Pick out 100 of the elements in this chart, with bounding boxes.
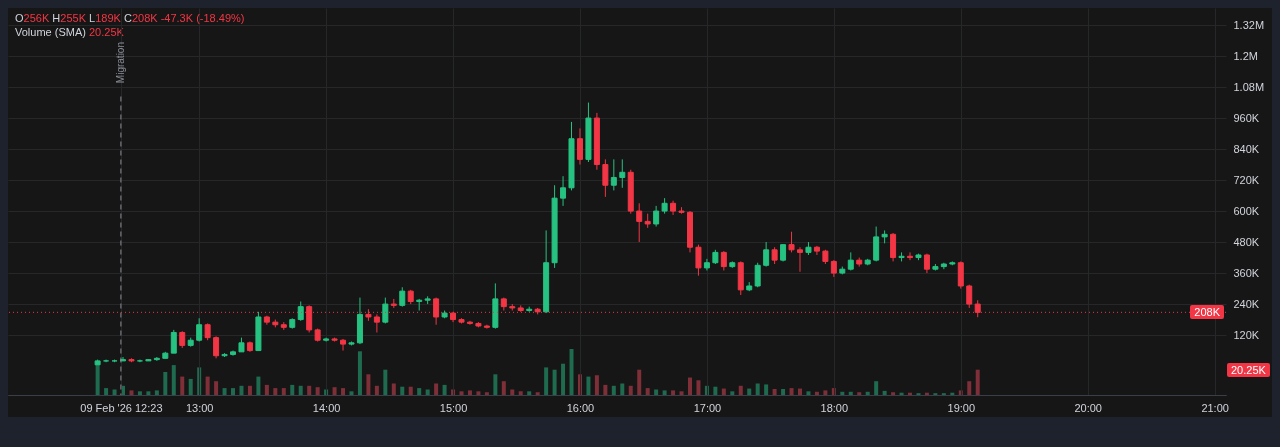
text: O256K H255K L189K C208K -47.3K (-18.49%) [15, 12, 245, 24]
x-tick-label: 15:00 [439, 401, 468, 414]
bar [434, 383, 439, 395]
bar [408, 386, 413, 395]
bar [620, 383, 625, 395]
bar [662, 390, 667, 395]
bar [781, 389, 786, 395]
bar [256, 376, 261, 395]
candlestick [890, 232, 897, 262]
bar [112, 389, 117, 395]
y-tick-label: 1.32M [1233, 18, 1265, 31]
bar [341, 388, 346, 395]
x-tick-label: 14:00 [312, 401, 341, 414]
bar [374, 385, 379, 395]
bar [442, 384, 447, 395]
candlestick [576, 127, 583, 166]
x-tick-label: 21:00 [1201, 401, 1229, 414]
bar [239, 385, 244, 395]
bar [467, 390, 472, 395]
candlestick [297, 300, 304, 322]
candlestick [653, 205, 660, 228]
bar [679, 391, 684, 395]
bar [527, 391, 532, 395]
bar [222, 388, 227, 395]
candlestick [399, 286, 406, 308]
candlestick [213, 335, 220, 359]
bar [163, 372, 168, 395]
x-tick-label: 16:00 [566, 401, 595, 414]
y-tick-label: 1.08M [1233, 80, 1265, 93]
candlestick [619, 158, 626, 189]
bar [967, 381, 972, 395]
bar [654, 389, 659, 395]
bar [349, 391, 354, 395]
bar [332, 387, 337, 395]
bar [171, 365, 176, 395]
bar [814, 391, 819, 395]
bar [823, 390, 828, 395]
candlestick [340, 338, 347, 352]
bar [188, 378, 193, 395]
bar [417, 388, 422, 395]
candlestick [170, 329, 177, 354]
bar [586, 376, 591, 395]
bar [247, 385, 252, 395]
bar [104, 388, 109, 395]
bar [180, 376, 185, 395]
y-tick-label: 720K [1233, 173, 1260, 186]
candlestick [754, 262, 761, 288]
bar [747, 388, 752, 395]
y-tick-label: 120K [1233, 328, 1260, 341]
bar [891, 392, 896, 395]
bar [552, 369, 557, 395]
ref-line-label: 208K [1194, 306, 1220, 318]
bar [383, 369, 388, 395]
candlestick [636, 202, 643, 243]
bar [594, 375, 599, 395]
bar [214, 381, 219, 395]
bar [484, 392, 489, 395]
bar [696, 380, 701, 395]
bar [857, 392, 862, 395]
y-tick-label: 240K [1233, 297, 1260, 310]
candlestick [797, 246, 803, 273]
ref-line-label: Migration [114, 42, 126, 84]
bar [137, 391, 142, 395]
bar [764, 384, 769, 395]
bar [637, 369, 642, 395]
bar [501, 381, 506, 395]
candlestick [560, 175, 567, 207]
bar [772, 389, 777, 395]
candlestick [907, 251, 914, 261]
candlestick [602, 158, 609, 198]
y-tick-label: 960K [1233, 111, 1260, 124]
bar [129, 390, 134, 395]
chart-title: Volume (SMA) [15, 26, 86, 38]
annotation: 20.25K [88, 26, 124, 38]
bar [264, 384, 269, 395]
bar [357, 351, 362, 395]
bar [476, 391, 481, 395]
bar [425, 389, 430, 395]
candlestick [610, 158, 617, 191]
bar [611, 385, 616, 395]
bar [544, 367, 549, 395]
candlestick [957, 260, 964, 290]
bar [154, 390, 159, 395]
bar [806, 391, 811, 395]
bar [671, 390, 676, 395]
bar [569, 349, 574, 395]
candlestick [720, 250, 727, 271]
bar [518, 391, 523, 395]
bar [205, 376, 210, 395]
bar [95, 362, 100, 395]
candlestick [382, 297, 389, 324]
x-tick-label: 17:00 [693, 401, 722, 414]
bar [146, 391, 151, 395]
bar [789, 388, 794, 395]
x-tick-label: 09 Feb '26 12:23 [80, 401, 163, 414]
bar [721, 388, 726, 395]
candlestick [153, 356, 160, 362]
bar [755, 383, 760, 395]
bar [687, 377, 692, 395]
x-tick-label: 20:00 [1074, 401, 1102, 414]
